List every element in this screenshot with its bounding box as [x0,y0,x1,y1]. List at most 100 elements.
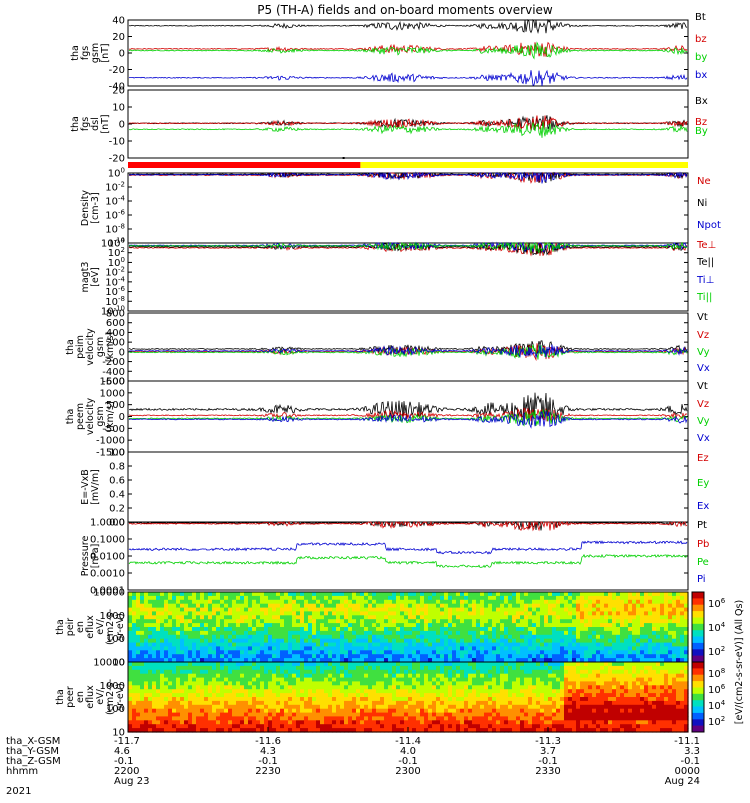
spectrogram-cell [280,724,285,729]
ytick-label: 20 [112,32,125,43]
spectrogram-cell [296,650,301,655]
spectrogram-cell [276,654,281,659]
spectrogram-cell [192,681,197,686]
spectrogram-cell [228,709,233,714]
spectrogram-cell [580,627,585,632]
spectrogram-cell [224,650,229,655]
spectrogram-cell [580,720,585,725]
spectrogram-cell [228,646,233,651]
spectrogram-cell [300,674,305,679]
spectrogram-cell [496,654,501,659]
legend-vx: Vx [697,363,710,374]
spectrogram-cell [352,709,357,714]
spectrogram-cell [564,674,569,679]
spectrogram-cell [536,724,541,729]
spectrogram-cell [408,604,413,609]
spectrogram-cell [280,646,285,651]
spectrogram-cell [484,666,489,671]
spectrogram-cell [644,627,649,632]
spectrogram-cell [276,639,281,644]
spectrogram-cell [136,681,141,686]
ytick-label: -20 [109,154,125,165]
spectrogram-cell [268,681,273,686]
spectrogram-cell [372,631,377,636]
spectrogram-cell [340,685,345,690]
spectrogram-cell [516,709,521,714]
spectrogram-cell [524,681,529,686]
spectrogram-cell [552,709,557,714]
spectrogram-cell [500,592,505,597]
spectrogram-cell [596,596,601,601]
spectrogram-cell [132,701,137,706]
spectrogram-cell [200,674,205,679]
spectrogram-cell [492,646,497,651]
spectrogram-cell [424,619,429,624]
spectrogram-cell [428,720,433,725]
spectrogram-cell [412,709,417,714]
spectrogram-cell [456,631,461,636]
spectrogram-cell [560,685,565,690]
spectrogram-cell [492,596,497,601]
spectrogram-cell [448,650,453,655]
spectrogram-cell [376,670,381,675]
spectrogram-cell [128,596,133,601]
spectrogram-cell [436,685,441,690]
spectrogram-cell [364,619,369,624]
spectrogram-cell [556,693,561,698]
spectrogram-cell [284,627,289,632]
spectrogram-cell [388,619,393,624]
spectrogram-cell [436,709,441,714]
spectrogram-cell [368,596,373,601]
spectrogram-cell [444,611,449,616]
spectrogram-cell [248,615,253,620]
spectrogram-cell [572,631,577,636]
spectrogram-cell [212,724,217,729]
spectrogram-cell [372,635,377,640]
spectrogram-cell [528,662,533,667]
spectrogram-cell [160,646,165,651]
spectrogram-cell [352,670,357,675]
spectrogram-cell [276,670,281,675]
spectrogram-cell [412,716,417,721]
spectrogram-cell [608,724,613,729]
spectrogram-cell [544,674,549,679]
spectrogram-cell [508,693,513,698]
spectrogram-cell [320,689,325,694]
spectrogram-cell [184,670,189,675]
spectrogram-cell [364,662,369,667]
spectrogram-cell [356,705,361,710]
spectrogram-cell [596,701,601,706]
spectrogram-cell [128,670,133,675]
spectrogram-cell [440,709,445,714]
spectrogram-cell [164,592,169,597]
spectrogram-cell [316,611,321,616]
spectrogram-cell [328,681,333,686]
spectrogram-cell [404,697,409,702]
spectrogram-cell [452,592,457,597]
spectrogram-cell [280,623,285,628]
spectrogram-cell [276,596,281,601]
panel-frame [128,452,688,522]
spectrogram-cell [256,635,261,640]
spectrogram-cell [436,666,441,671]
spectrogram-cell [652,619,657,624]
spectrogram-cell [376,681,381,686]
spectrogram-cell [448,693,453,698]
spectrogram-cell [432,639,437,644]
spectrogram-cell [160,600,165,605]
spectrogram-cell [356,666,361,671]
spectrogram-cell [144,670,149,675]
spectrogram-cell [516,650,521,655]
spectrogram-cell [368,666,373,671]
spectrogram-cell [528,666,533,671]
spectrogram-cell [232,650,237,655]
spectrogram-cell [324,600,329,605]
spectrogram-cell [296,701,301,706]
spectrogram-cell [628,650,633,655]
spectrogram-cell [276,720,281,725]
spectrogram-cell [160,654,165,659]
spectrogram-cell [468,716,473,721]
spectrogram-cell [484,619,489,624]
spectrogram-cell [588,627,593,632]
spectrogram-cell [612,646,617,651]
